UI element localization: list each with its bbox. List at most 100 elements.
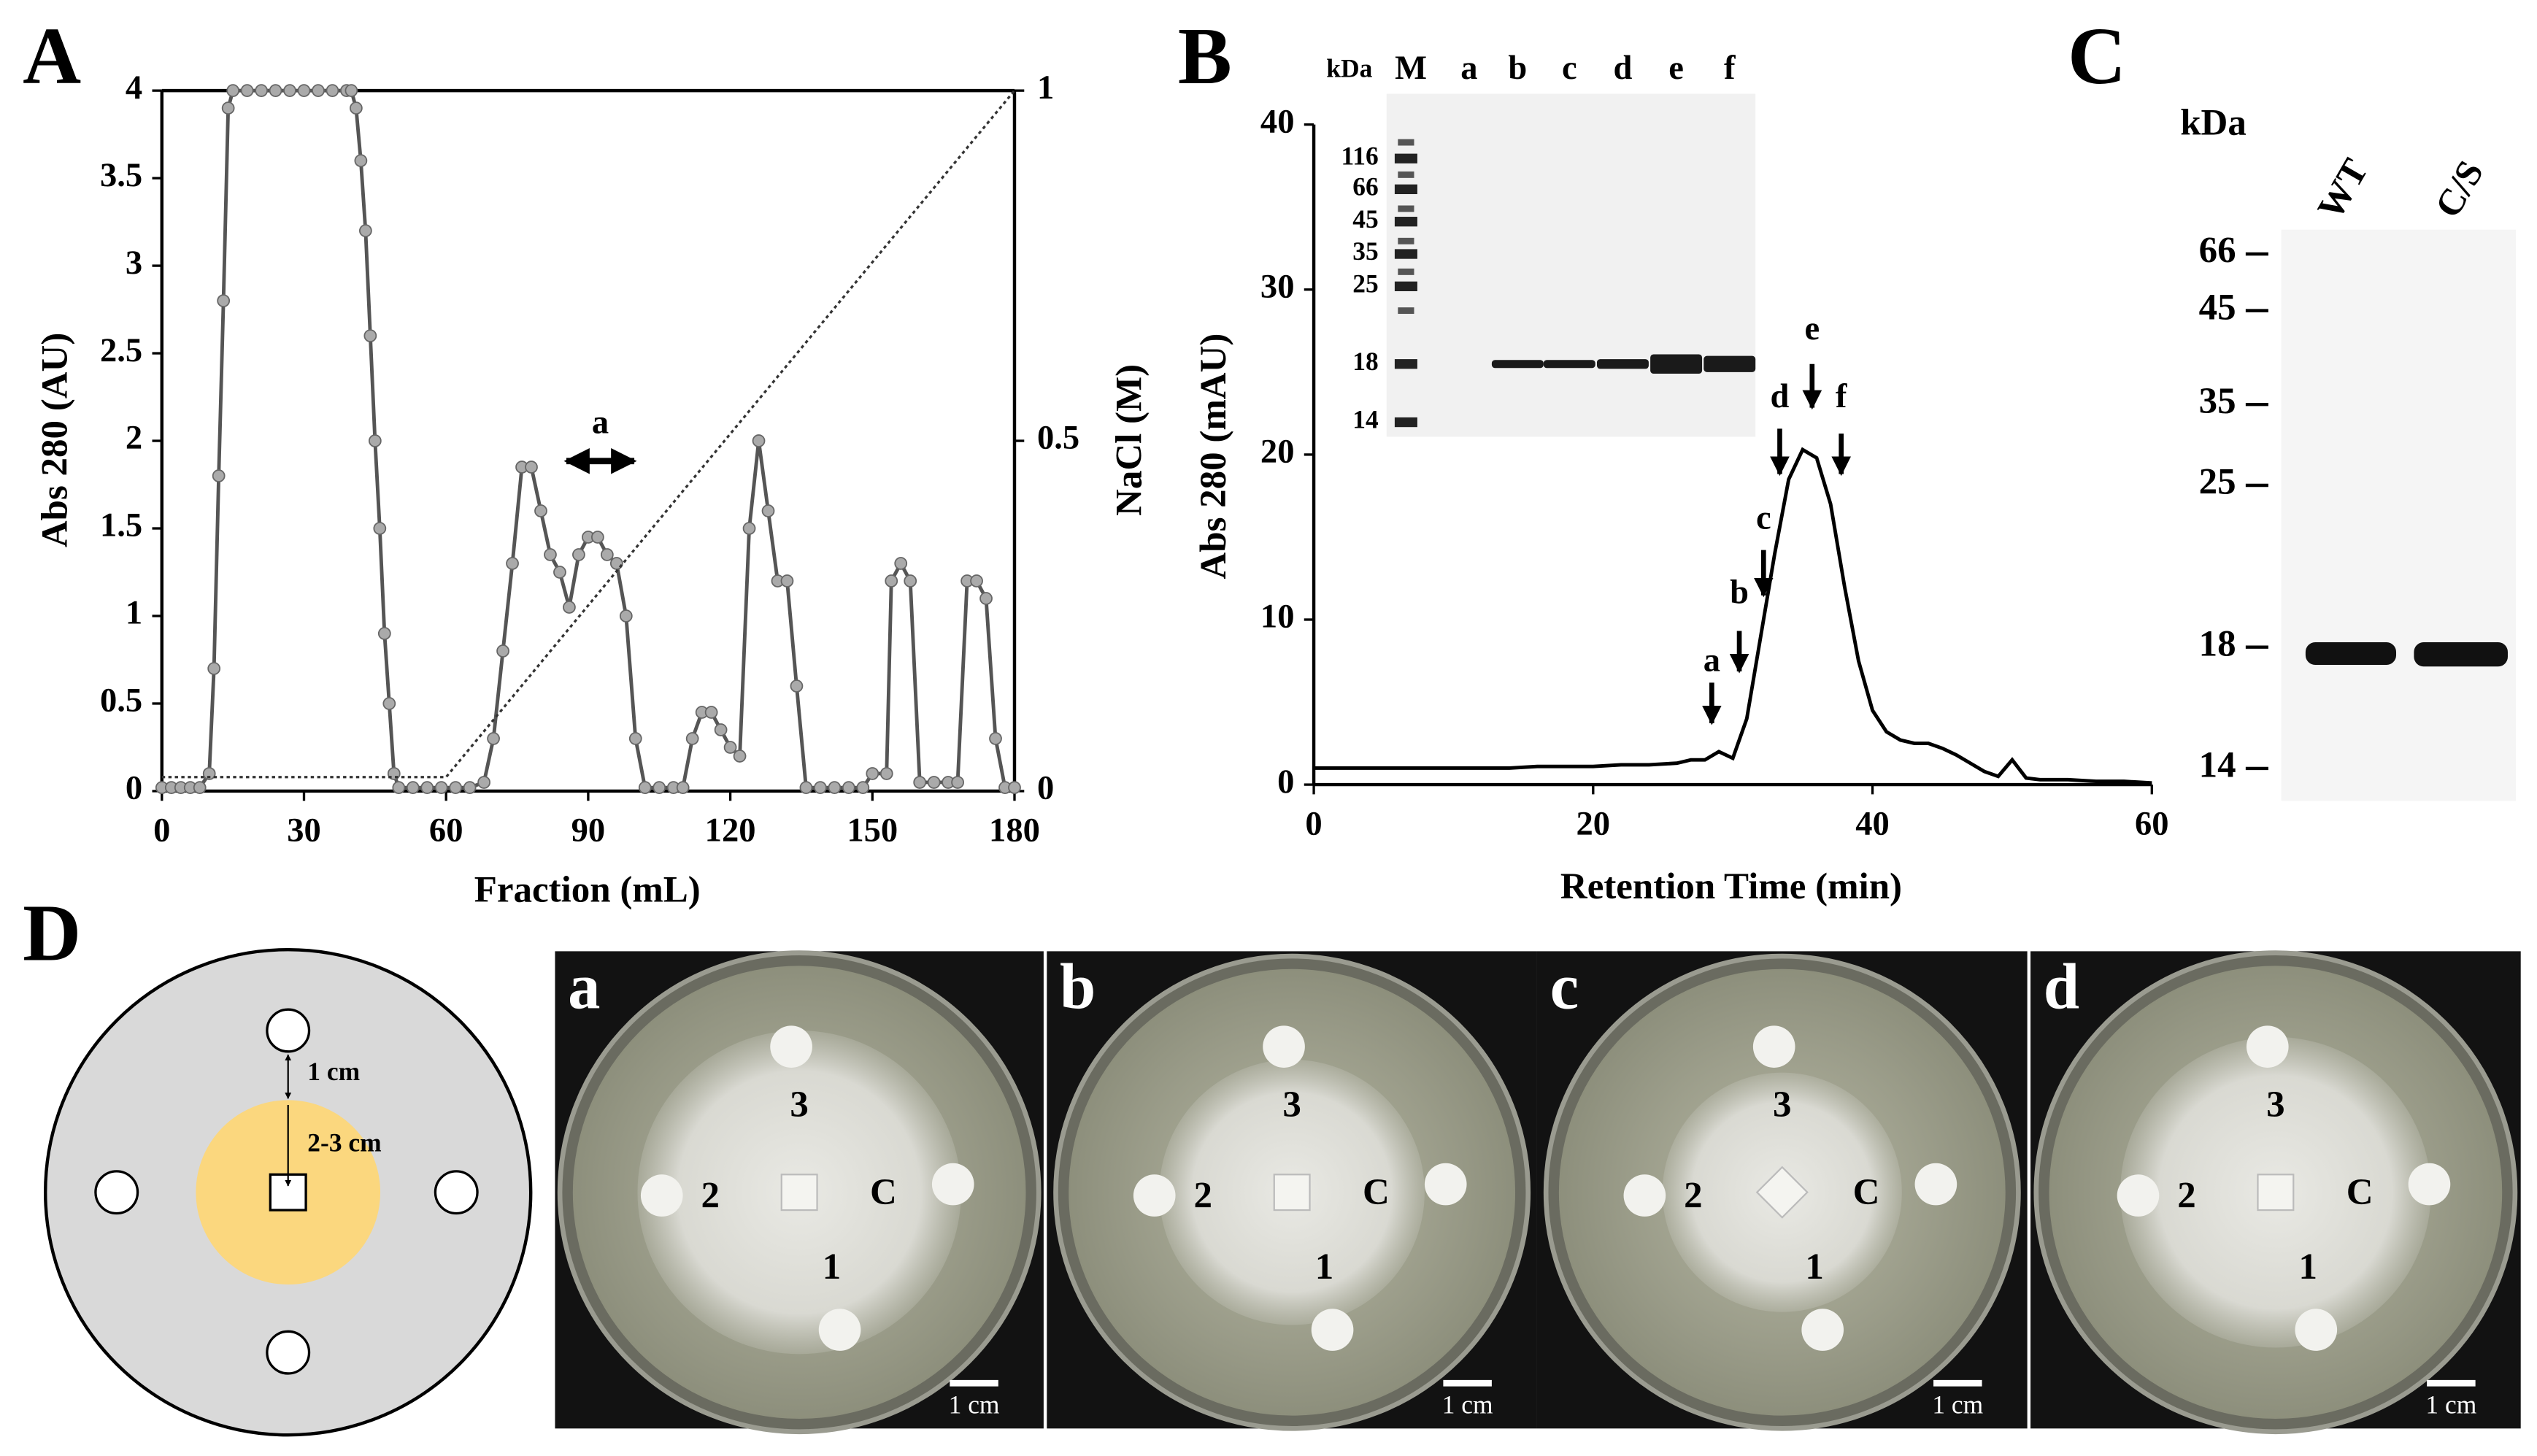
- lane-label: WT: [2310, 153, 2376, 227]
- marker-label: 35: [2199, 381, 2236, 422]
- y-axis-label: Abs 280 (AU): [35, 333, 76, 548]
- gel: [1386, 93, 1756, 437]
- marker-label: 14: [1352, 405, 1379, 434]
- x-tick-label: 180: [989, 812, 1040, 849]
- marker-label: 18: [2199, 623, 2236, 664]
- disc-label: 2: [1193, 1175, 1212, 1216]
- point: [970, 574, 983, 588]
- scale-label: 1 cm: [949, 1390, 1000, 1420]
- disc: [2117, 1174, 2160, 1217]
- y-tick-label: 2: [126, 420, 142, 457]
- panel-label: B: [1178, 11, 1232, 101]
- point: [704, 706, 718, 719]
- y-tick-label: 4: [126, 69, 142, 107]
- point: [790, 679, 804, 693]
- point: [312, 84, 325, 98]
- y-tick-label: 1.5: [100, 507, 142, 544]
- point: [487, 732, 500, 745]
- point: [212, 469, 226, 482]
- lane-label: e: [1668, 50, 1684, 87]
- point: [894, 557, 908, 570]
- ladder-band: [1398, 139, 1414, 146]
- point: [733, 750, 747, 763]
- x-tick-label: 120: [705, 812, 756, 849]
- point: [842, 781, 855, 795]
- disc: [1311, 1309, 1354, 1351]
- disc-label: C: [1363, 1172, 1390, 1213]
- disc: [2295, 1309, 2338, 1351]
- x-tick-label: 150: [847, 812, 898, 849]
- point: [525, 461, 538, 474]
- point: [1008, 781, 1021, 795]
- sample-band: [1650, 354, 1703, 374]
- point: [752, 434, 766, 447]
- disc-label: C: [870, 1172, 897, 1213]
- blot: [2281, 229, 2517, 801]
- disc: [2246, 1025, 2289, 1068]
- disc: [1263, 1025, 1305, 1068]
- point: [496, 644, 509, 658]
- ladder-band: [1394, 153, 1417, 163]
- point: [652, 781, 666, 795]
- disc-label: 1: [823, 1247, 841, 1287]
- ladder-band: [1398, 237, 1414, 244]
- ladder-band: [1398, 171, 1414, 178]
- marker-label: 45: [2199, 287, 2236, 328]
- disc: [1801, 1309, 1844, 1351]
- point: [344, 84, 358, 98]
- point: [989, 732, 1002, 745]
- disc-label: C: [1853, 1172, 1880, 1213]
- disc: [1623, 1174, 1666, 1217]
- ladder-band: [1398, 307, 1414, 315]
- y2-axis-label: NaCl (M): [1109, 364, 1150, 516]
- point: [761, 504, 775, 517]
- point: [927, 776, 941, 789]
- disc: [2408, 1163, 2451, 1206]
- x-tick-label: 60: [2135, 805, 2169, 842]
- point: [979, 592, 993, 605]
- x-axis-label: Retention Time (min): [1560, 866, 1902, 907]
- ladder-band: [1394, 184, 1417, 194]
- marker-label: 18: [1352, 347, 1378, 376]
- disc: [640, 1174, 683, 1217]
- lane-label: C/S: [2428, 154, 2492, 225]
- point: [382, 697, 396, 710]
- panel-label: C: [2068, 11, 2126, 101]
- marker-label: 35: [1352, 236, 1378, 266]
- x-tick-label: 40: [1855, 805, 1890, 842]
- point: [420, 781, 434, 795]
- point: [638, 781, 652, 795]
- lane-label: b: [1508, 50, 1527, 87]
- disc: [818, 1309, 861, 1351]
- panel-label: D: [23, 888, 81, 978]
- point: [392, 781, 406, 795]
- y2-tick-label: 0.5: [1037, 420, 1079, 457]
- y-tick-label: 40: [1260, 103, 1295, 140]
- plate-label: a: [568, 951, 600, 1022]
- disc-label: 2: [1684, 1175, 1702, 1216]
- x-tick-label: 60: [429, 812, 463, 849]
- disc-label: 3: [1773, 1085, 1791, 1125]
- blot-band: [2305, 642, 2397, 666]
- point: [240, 84, 254, 98]
- scale-label: 1 cm: [1442, 1390, 1493, 1420]
- y-tick-label: 2.5: [100, 332, 142, 369]
- peak-label: f: [1836, 378, 1847, 415]
- point: [217, 294, 231, 307]
- annotation: a: [592, 404, 609, 442]
- point: [506, 557, 519, 570]
- y-tick-label: 0.5: [100, 682, 142, 720]
- marker-label: 66: [2199, 231, 2236, 271]
- disc: [1424, 1163, 1467, 1206]
- point: [534, 504, 547, 517]
- plate-label: b: [1060, 951, 1096, 1022]
- point: [368, 434, 382, 447]
- disc-label: 1: [1805, 1247, 1823, 1287]
- sample-band: [1491, 360, 1544, 369]
- point: [628, 732, 642, 745]
- point: [477, 776, 490, 789]
- marker-label: 14: [2199, 745, 2236, 786]
- point: [814, 781, 827, 795]
- point: [358, 224, 372, 237]
